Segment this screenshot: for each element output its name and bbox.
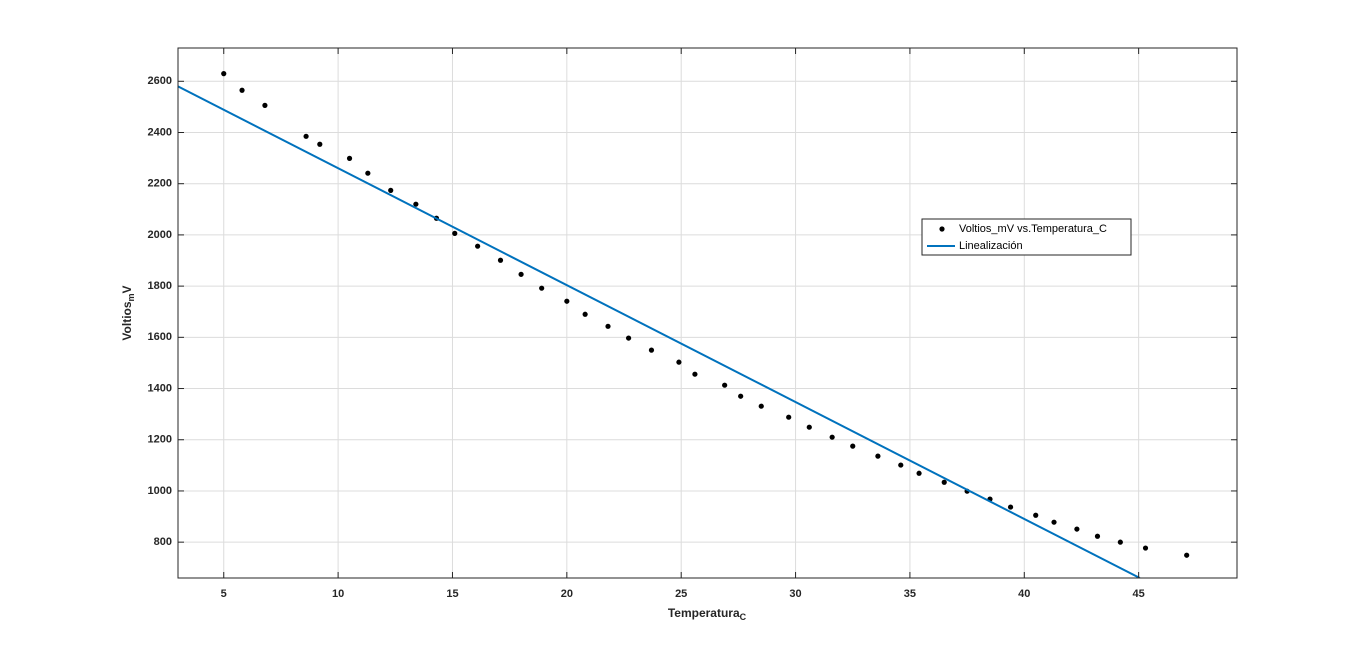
x-tick-label: 35 (904, 588, 916, 600)
y-tick-label: 1600 (148, 331, 172, 343)
data-point (1074, 526, 1080, 532)
x-tick-label: 15 (446, 588, 458, 600)
x-tick-label: 40 (1018, 588, 1030, 600)
legend-label: Voltios_mV vs.Temperatura_C (959, 223, 1107, 235)
data-point (1007, 504, 1014, 510)
data-point (722, 382, 728, 388)
data-point (539, 285, 545, 291)
data-point (497, 257, 504, 263)
data-point (898, 462, 904, 468)
data-group (178, 71, 1190, 578)
data-point (564, 298, 570, 304)
data-point (221, 71, 227, 77)
data-point (1094, 533, 1101, 539)
x-tick-label: 20 (561, 588, 573, 600)
legend-label: Linealización (959, 240, 1023, 252)
x-tick-label: 45 (1133, 588, 1145, 600)
legend-box (921, 218, 1132, 256)
x-tick-label: 5 (221, 588, 227, 600)
data-point (829, 434, 835, 440)
data-point (413, 201, 419, 207)
data-point (786, 414, 792, 420)
y-tick-label: 2000 (148, 229, 172, 241)
data-point (239, 87, 245, 93)
data-point (850, 443, 856, 449)
data-point (738, 393, 744, 399)
axes-box (177, 47, 1238, 579)
data-point (518, 271, 524, 277)
y-tick-label: 1000 (148, 485, 172, 497)
y-tick-label: 800 (154, 536, 172, 548)
data-point (875, 453, 881, 459)
data-point (605, 323, 611, 329)
y-tick-label: 2200 (148, 178, 172, 190)
x-tick-label: 10 (332, 588, 344, 600)
data-point (692, 371, 698, 377)
data-point (365, 170, 371, 176)
data-point (1184, 552, 1190, 558)
legend-marker (939, 226, 945, 232)
data-point (452, 230, 458, 236)
data-point (582, 311, 588, 317)
grid-group (178, 48, 1237, 578)
data-point (676, 359, 682, 365)
legend: Voltios_mV vs.Temperatura_C Linealización (921, 218, 1132, 256)
y-tick-label: 1200 (148, 434, 172, 446)
y-tick-label: 2400 (148, 126, 172, 138)
data-point (806, 424, 812, 430)
data-point (346, 155, 353, 161)
y-axis-label: VoltiosmV (120, 285, 136, 340)
data-point (1033, 512, 1039, 518)
data-point (262, 102, 268, 108)
x-tick-label: 30 (789, 588, 801, 600)
x-axis-label: TemperaturaC (668, 606, 747, 622)
data-point (1142, 545, 1149, 551)
data-point (303, 133, 309, 139)
data-point (1051, 519, 1057, 525)
fit-line (178, 85, 1141, 578)
data-point (648, 347, 655, 353)
data-point (475, 243, 481, 249)
data-point (625, 335, 632, 341)
y-tick-label: 2600 (148, 75, 172, 87)
tick-group: 5 10 15 20 25 30 35 40 45 800 1000 1200 1400 1600 1800… (148, 48, 1237, 600)
data-point (388, 187, 394, 193)
y-tick-label: 1400 (148, 382, 172, 394)
data-point (941, 479, 947, 485)
data-point (916, 470, 922, 476)
plot-area (178, 48, 1237, 578)
data-point (317, 141, 323, 147)
x-tick-label: 25 (675, 588, 687, 600)
data-point (758, 403, 764, 409)
y-tick-label: 1800 (148, 280, 172, 292)
data-point (1117, 539, 1123, 545)
